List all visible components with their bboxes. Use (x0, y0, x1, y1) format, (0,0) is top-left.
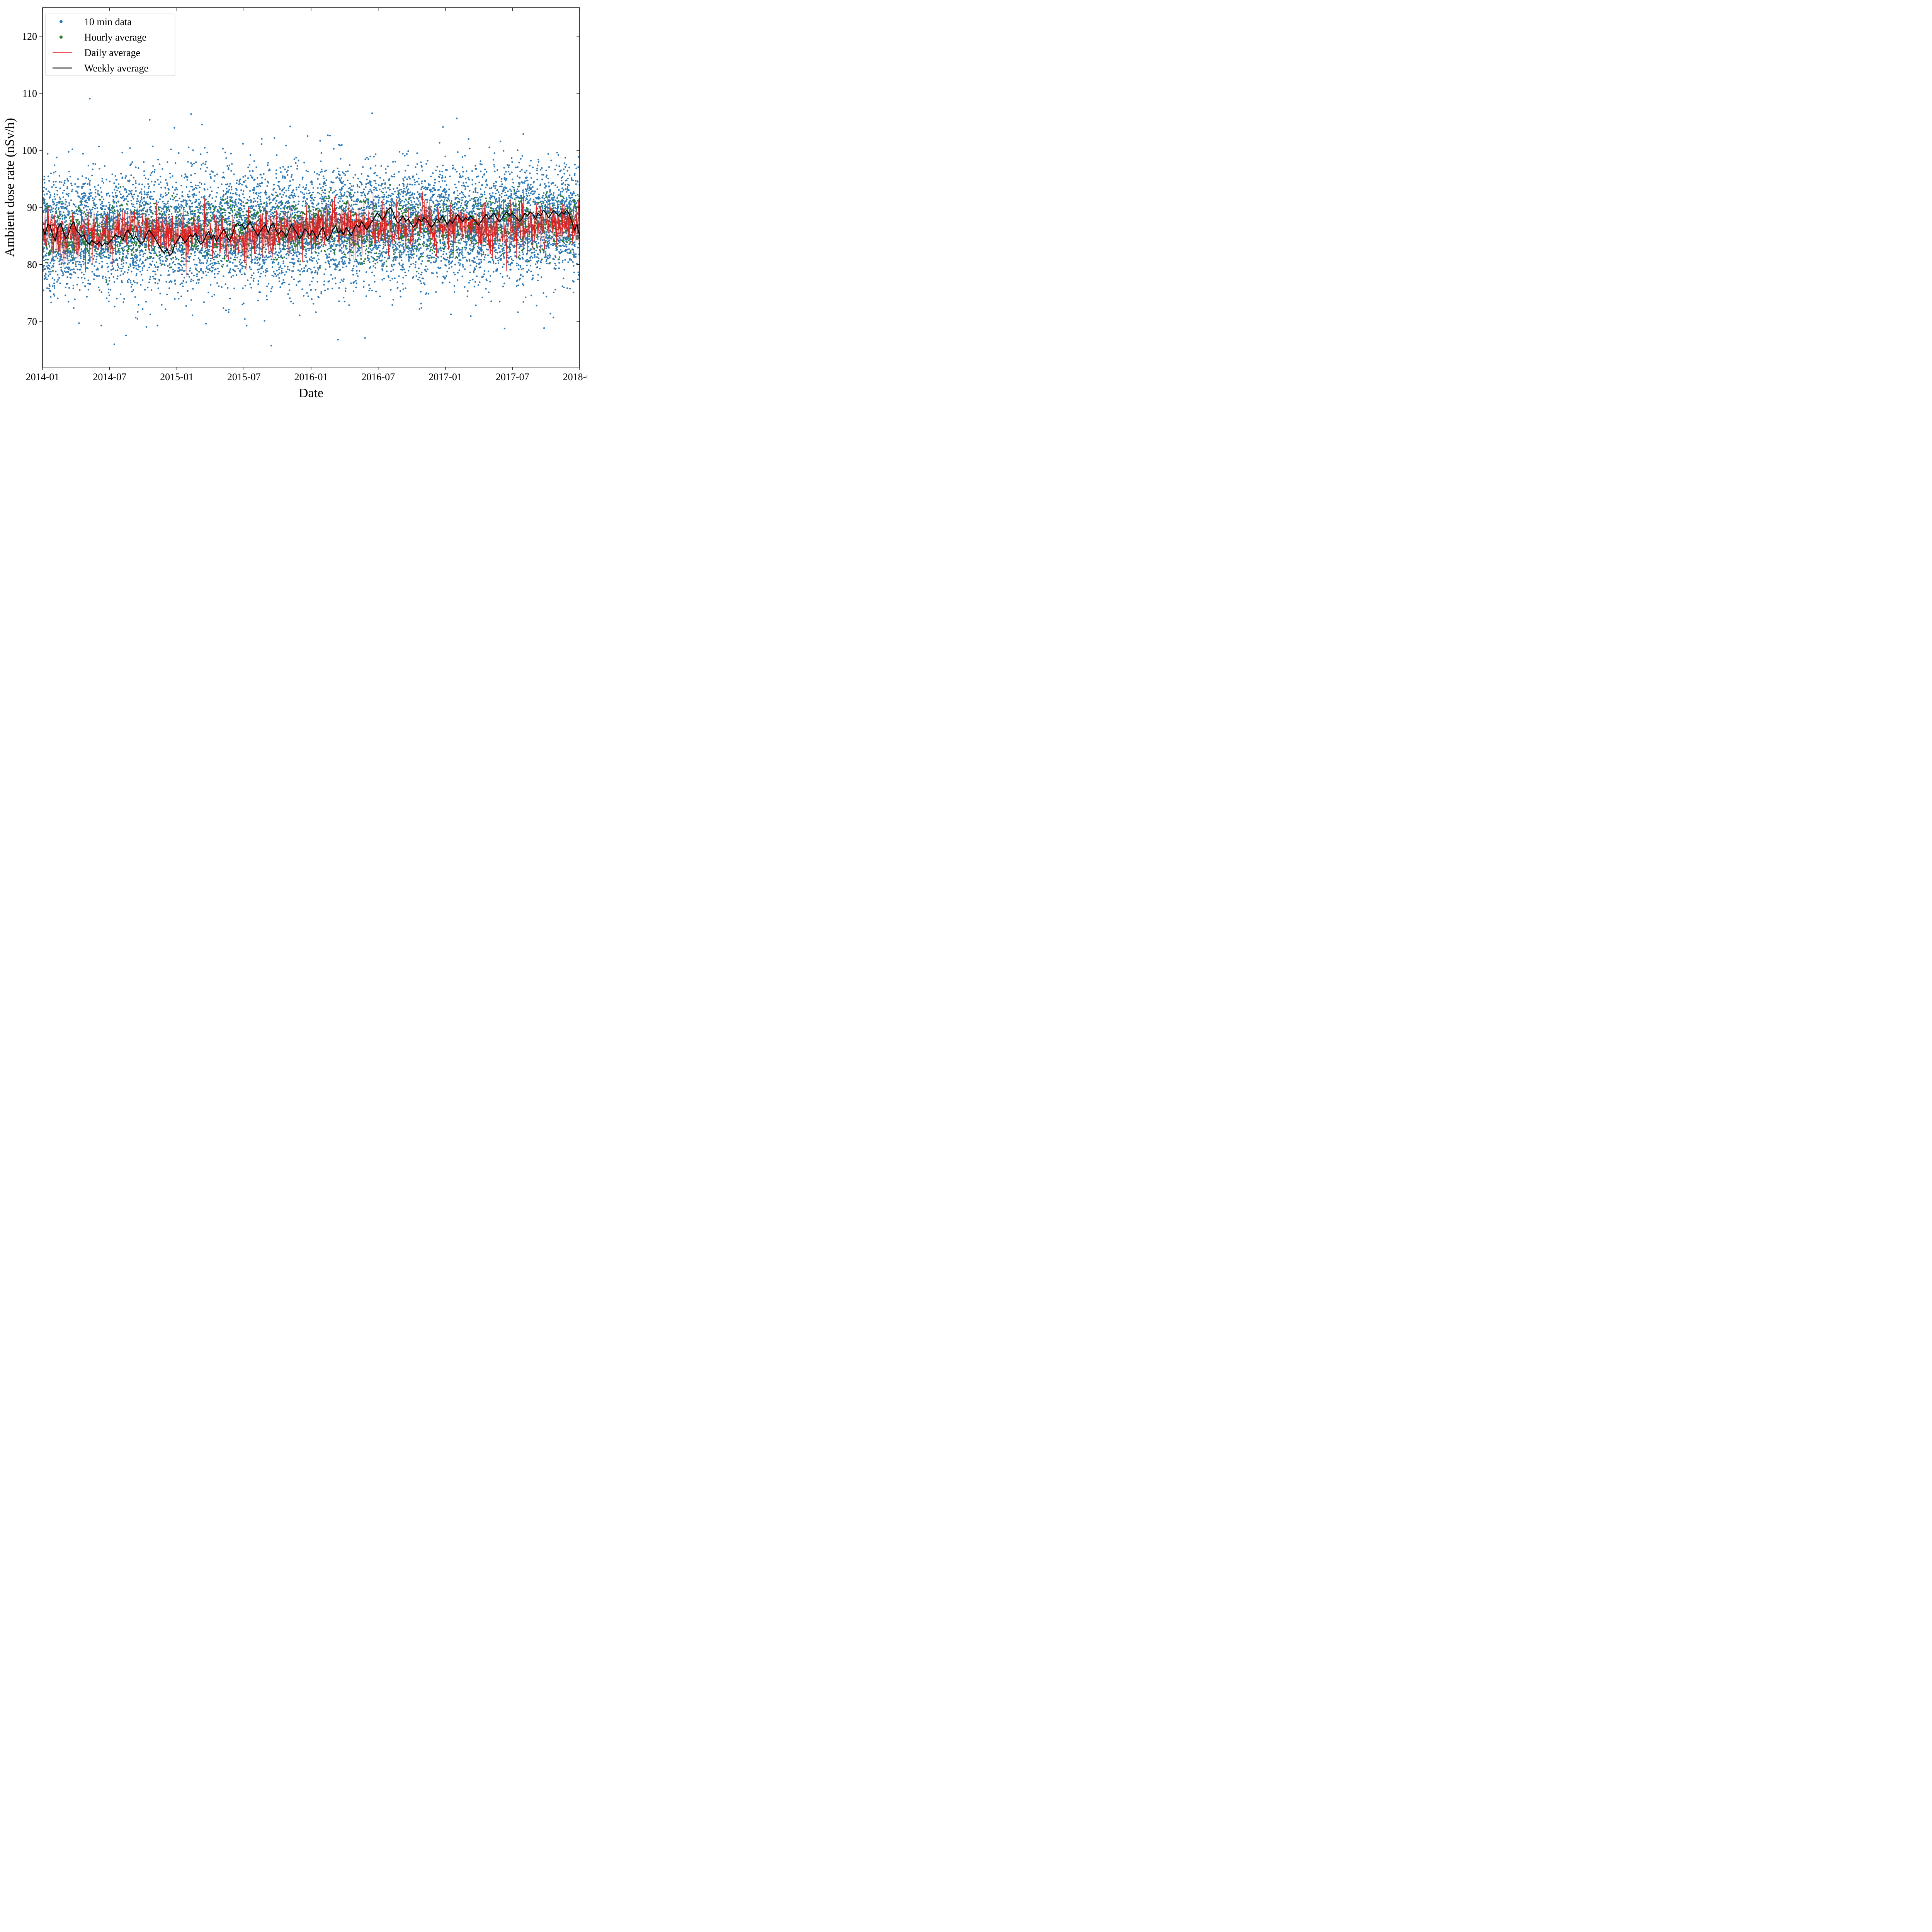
legend-label: 10 min data (84, 16, 132, 27)
y-tick-label: 110 (22, 88, 37, 99)
x-tick-label: 2018-01 (563, 371, 587, 383)
y-tick-label: 70 (27, 316, 37, 327)
x-tick-label: 2016-07 (361, 371, 395, 383)
y-tick-label: 80 (27, 259, 37, 270)
x-tick-label: 2014-07 (93, 371, 126, 383)
y-tick-label: 100 (22, 145, 37, 156)
legend-label: Hourly average (84, 32, 146, 43)
y-tick-label: 120 (22, 31, 37, 42)
x-tick-label: 2017-01 (429, 371, 462, 383)
x-tick-label: 2016-01 (294, 371, 328, 383)
x-tick-label: 2015-07 (227, 371, 261, 383)
dose-rate-chart: 70 80 90 100 110 120 2014-01 2014-07 2015-01 2015… (0, 0, 587, 402)
chart-svg: 70 80 90 100 110 120 2014-01 2014-07 2015-01 2015… (0, 0, 587, 402)
x-tick-label: 2017-07 (496, 371, 529, 383)
legend: 10 min data Hourly average Daily average We… (46, 14, 175, 76)
y-axis-label: Ambient dose rate (nSv/h) (3, 118, 17, 257)
legend-label: Daily average (84, 47, 140, 58)
y-tick-label: 90 (27, 202, 37, 213)
x-tick-label: 2015-01 (160, 371, 194, 383)
legend-label: Weekly average (84, 63, 148, 74)
x-tick-label: 2014-01 (26, 371, 60, 383)
x-axis-label: Date (299, 386, 323, 400)
